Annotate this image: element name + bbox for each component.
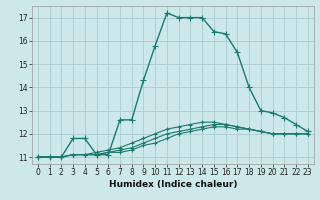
- X-axis label: Humidex (Indice chaleur): Humidex (Indice chaleur): [108, 180, 237, 189]
